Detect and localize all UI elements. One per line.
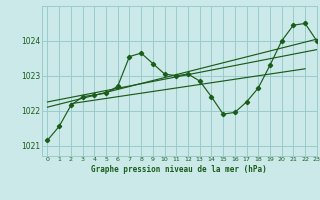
X-axis label: Graphe pression niveau de la mer (hPa): Graphe pression niveau de la mer (hPa)	[91, 165, 267, 174]
